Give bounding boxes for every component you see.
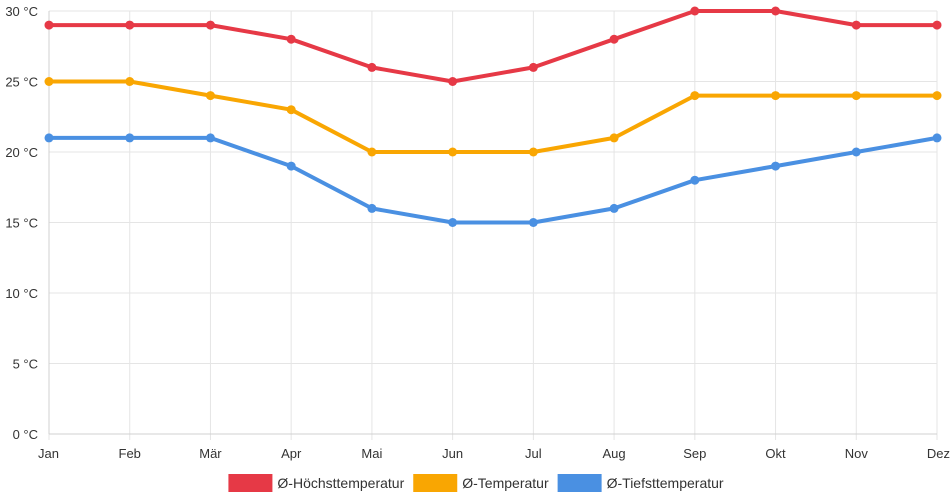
- data-point[interactable]: [125, 133, 135, 143]
- x-tick-label: Sep: [683, 446, 706, 461]
- data-point[interactable]: [44, 77, 54, 86]
- x-tick-label: Aug: [603, 446, 626, 461]
- data-point[interactable]: [932, 91, 942, 101]
- x-axis-ticks: Jan Feb Mär Apr Mai Jun Jul Aug Sep Okt Nov Dez: [38, 446, 950, 461]
- x-tick-label: Dez: [927, 446, 950, 461]
- series-2: [44, 133, 942, 227]
- data-point[interactable]: [609, 34, 619, 44]
- legend-label: Ø-Tiefsttemperatur: [607, 475, 724, 491]
- x-tick-label: Jan: [38, 446, 59, 461]
- data-point[interactable]: [44, 133, 54, 143]
- data-point[interactable]: [205, 133, 215, 143]
- data-point[interactable]: [448, 147, 458, 157]
- data-point[interactable]: [851, 147, 861, 157]
- data-point[interactable]: [125, 77, 135, 86]
- x-tick-label: Nov: [845, 446, 869, 461]
- data-point[interactable]: [44, 20, 54, 30]
- data-point[interactable]: [609, 133, 619, 143]
- series-line: [47, 9, 939, 84]
- legend-swatch: [413, 474, 458, 492]
- legend-item[interactable]: Ø-Temperatur: [413, 474, 549, 492]
- data-point[interactable]: [367, 147, 377, 157]
- data-point[interactable]: [528, 62, 538, 72]
- x-tick-label: Okt: [765, 446, 786, 461]
- series-0: [44, 6, 942, 86]
- legend-swatch: [557, 474, 602, 492]
- y-tick-label: 30 °C: [5, 4, 38, 19]
- data-point[interactable]: [367, 62, 377, 72]
- data-point[interactable]: [609, 203, 619, 213]
- data-point[interactable]: [690, 175, 700, 185]
- legend-swatch: [228, 474, 273, 492]
- x-tick-label: Jun: [442, 446, 463, 461]
- data-point[interactable]: [932, 20, 942, 30]
- legend-label: Ø-Höchsttemperatur: [277, 475, 404, 491]
- y-tick-label: 25 °C: [5, 75, 38, 90]
- series-1: [44, 77, 942, 157]
- data-point[interactable]: [125, 20, 135, 30]
- y-tick-label: 0 °C: [13, 427, 38, 442]
- legend: Ø-Höchsttemperatur Ø-Temperatur Ø-Tiefstte…: [228, 474, 724, 492]
- x-tick-label: Jul: [525, 446, 542, 461]
- data-point[interactable]: [851, 91, 861, 101]
- data-point[interactable]: [771, 161, 781, 171]
- y-tick-label: 10 °C: [5, 286, 38, 301]
- series: [44, 6, 942, 227]
- data-point[interactable]: [205, 20, 215, 30]
- data-point[interactable]: [690, 6, 700, 16]
- legend-label: Ø-Temperatur: [462, 475, 549, 491]
- data-point[interactable]: [286, 34, 296, 44]
- x-tick-label: Mai: [361, 446, 382, 461]
- data-point[interactable]: [286, 105, 296, 115]
- x-tick-label: Feb: [119, 446, 141, 461]
- x-tick-label: Apr: [281, 446, 302, 461]
- data-point[interactable]: [771, 6, 781, 16]
- data-point[interactable]: [690, 91, 700, 101]
- data-point[interactable]: [448, 77, 458, 86]
- legend-item[interactable]: Ø-Tiefsttemperatur: [557, 474, 724, 492]
- data-point[interactable]: [851, 20, 861, 30]
- data-point[interactable]: [286, 161, 296, 171]
- data-point[interactable]: [448, 218, 458, 227]
- data-point[interactable]: [771, 91, 781, 101]
- series-line: [47, 135, 939, 225]
- data-point[interactable]: [528, 218, 538, 227]
- y-tick-label: 5 °C: [13, 357, 38, 372]
- x-tick-label: Mär: [199, 446, 222, 461]
- series-line: [47, 79, 939, 154]
- legend-item[interactable]: Ø-Höchsttemperatur: [228, 474, 405, 492]
- data-point[interactable]: [528, 147, 538, 157]
- y-tick-label: 20 °C: [5, 145, 38, 160]
- data-point[interactable]: [367, 203, 377, 213]
- data-point[interactable]: [205, 91, 215, 101]
- y-axis-ticks: 0 °C 5 °C 10 °C 15 °C 20 °C 25 °C 30 °C: [5, 4, 38, 442]
- y-tick-label: 15 °C: [5, 216, 38, 231]
- data-point[interactable]: [932, 133, 942, 143]
